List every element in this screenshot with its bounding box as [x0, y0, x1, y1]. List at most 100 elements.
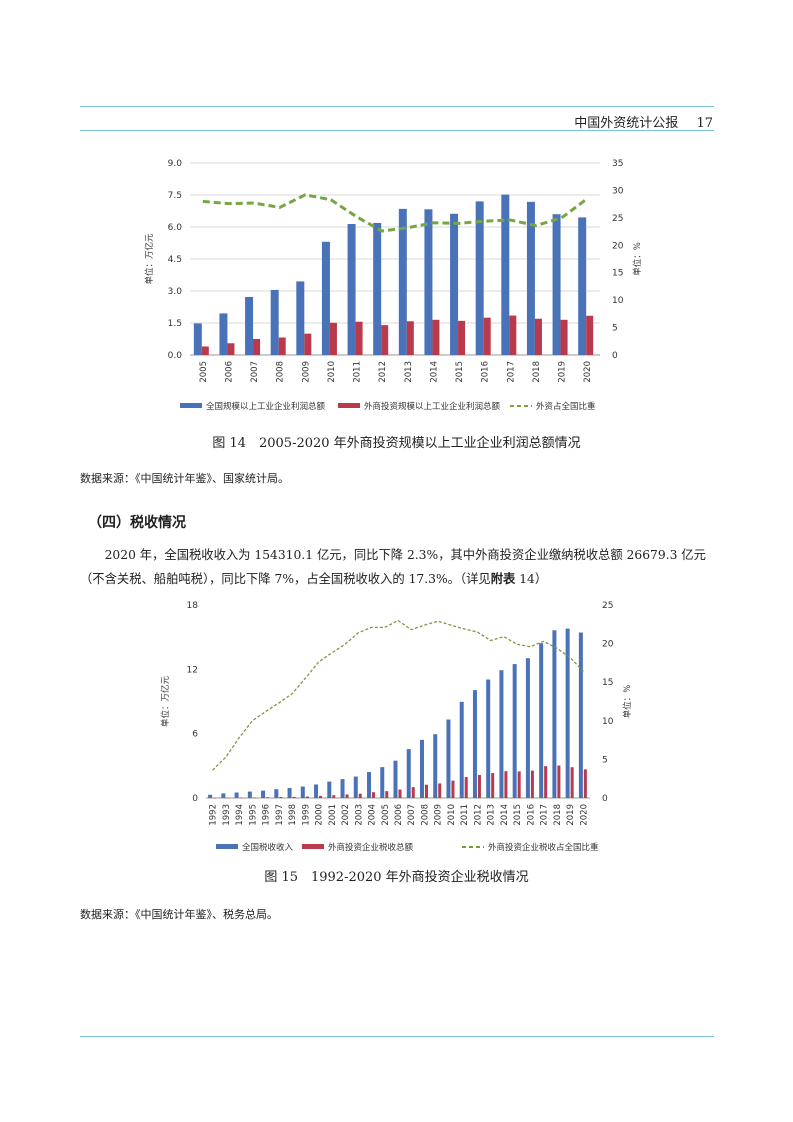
bar-foreign: [381, 325, 389, 355]
page-number: 17: [696, 116, 713, 131]
bar-national: [486, 679, 491, 798]
x-tick-label: 2005: [199, 361, 209, 383]
y2-tick-label: 25: [612, 214, 623, 224]
x-tick-label: 2019: [566, 804, 576, 826]
y-tick-label: 18: [187, 601, 199, 611]
bar-national: [296, 281, 305, 355]
y-axis-label: 单位：万亿元: [144, 233, 155, 285]
figure-14-caption: 图 14 2005-2020 年外商投资规模以上工业企业利润总额情况: [212, 436, 581, 451]
y-tick-label: 4.5: [168, 255, 182, 265]
bar-national: [565, 628, 570, 798]
y-tick-label: 6.0: [168, 223, 183, 233]
y2-tick-label: 35: [612, 159, 623, 169]
header-rule-bottom: [80, 130, 714, 131]
bar-national: [261, 790, 266, 798]
bar-foreign: [239, 797, 243, 799]
x-tick-label: 2000: [315, 804, 325, 826]
bar-foreign: [253, 339, 261, 355]
y-tick-label: 9.0: [168, 159, 183, 169]
x-tick-label: 2009: [301, 361, 311, 383]
legend-label: 外商投资企业税收总额: [328, 842, 414, 853]
x-tick-label: 2020: [579, 804, 589, 826]
bar-national: [245, 296, 254, 355]
bar-foreign: [424, 784, 428, 798]
share-line: [212, 619, 584, 771]
bar-national: [406, 749, 411, 798]
x-tick-label: 2008: [420, 804, 430, 826]
x-tick-label: 1995: [248, 804, 258, 826]
bar-foreign: [411, 787, 415, 798]
x-tick-label: 2016: [481, 361, 491, 383]
legend-label: 外商投资企业税收占全国比重: [488, 842, 599, 853]
legend-label: 外资占全国比重: [536, 401, 596, 412]
bar-national: [234, 792, 239, 798]
y2-tick-label: 30: [612, 186, 624, 196]
legend-swatch: [302, 844, 324, 849]
bar-foreign: [534, 318, 542, 355]
bar-national: [501, 194, 510, 355]
x-tick-label: 2010: [327, 361, 337, 383]
bar-national: [433, 734, 438, 798]
paragraph-main: 2020 年，全国税收收入为 154310.1 亿元，同比下降 2.3%，其中外…: [80, 548, 706, 586]
bar-foreign: [305, 796, 309, 798]
legend-label: 全国规模以上工业企业利润总额: [206, 401, 326, 412]
bar-national: [373, 222, 382, 355]
y-tick-label: 0.0: [168, 351, 183, 361]
x-tick-label: 2005: [381, 804, 391, 826]
appendix-link[interactable]: 附表: [490, 571, 516, 586]
header-rule-top: [80, 106, 714, 107]
bar-national: [419, 739, 424, 798]
legend-label: 全国税收收入: [242, 842, 294, 853]
bar-foreign: [213, 797, 217, 799]
bar-foreign: [509, 315, 517, 355]
bar-foreign: [477, 774, 481, 798]
bar-national: [327, 781, 332, 798]
bar-foreign: [278, 337, 286, 355]
bar-foreign: [530, 770, 534, 798]
bar-foreign: [372, 792, 376, 798]
y-tick-label: 1.5: [168, 319, 182, 329]
x-tick-label: 1999: [301, 804, 311, 826]
bar-national: [398, 208, 407, 355]
bar-national: [270, 289, 279, 355]
bar-national: [367, 772, 372, 798]
bar-national: [380, 767, 385, 798]
bar-foreign: [279, 797, 283, 798]
x-tick-label: 1993: [222, 804, 232, 826]
y-tick-label: 3.0: [168, 287, 183, 297]
bar-national: [340, 779, 345, 798]
x-tick-label: 2017: [540, 804, 550, 826]
bar-national: [347, 224, 356, 355]
x-tick-label: 2016: [526, 804, 536, 826]
bar-national: [459, 701, 464, 798]
x-tick-label: 2012: [473, 804, 483, 826]
legend-swatch: [338, 403, 360, 408]
y2-tick-label: 5: [612, 324, 618, 334]
bar-foreign: [385, 791, 389, 798]
x-tick-label: 2010: [447, 804, 457, 826]
header-title: 中国外资统计公报: [574, 116, 679, 131]
share-line: [202, 193, 589, 233]
bar-national: [450, 213, 459, 355]
bar-national: [512, 664, 517, 798]
x-tick-label: 1994: [235, 804, 245, 826]
bar-foreign: [544, 766, 548, 798]
x-tick-label: 2008: [276, 361, 286, 383]
x-tick-label: 2019: [558, 361, 568, 383]
paragraph-end: 14）: [515, 572, 548, 586]
y2-tick-label: 10: [612, 296, 624, 306]
bar-national: [552, 214, 561, 355]
bar-national: [287, 788, 292, 798]
bar-foreign: [227, 343, 235, 355]
bar-foreign: [266, 797, 270, 798]
bar-national: [353, 776, 358, 798]
bar-foreign: [583, 769, 587, 798]
bar-foreign: [355, 321, 363, 355]
y2-tick-label: 10: [602, 717, 614, 727]
bar-national: [525, 658, 530, 798]
y2-tick-label: 20: [612, 241, 624, 251]
bar-foreign: [432, 319, 440, 355]
x-tick-label: 2011: [460, 804, 470, 826]
bar-foreign: [398, 789, 402, 798]
